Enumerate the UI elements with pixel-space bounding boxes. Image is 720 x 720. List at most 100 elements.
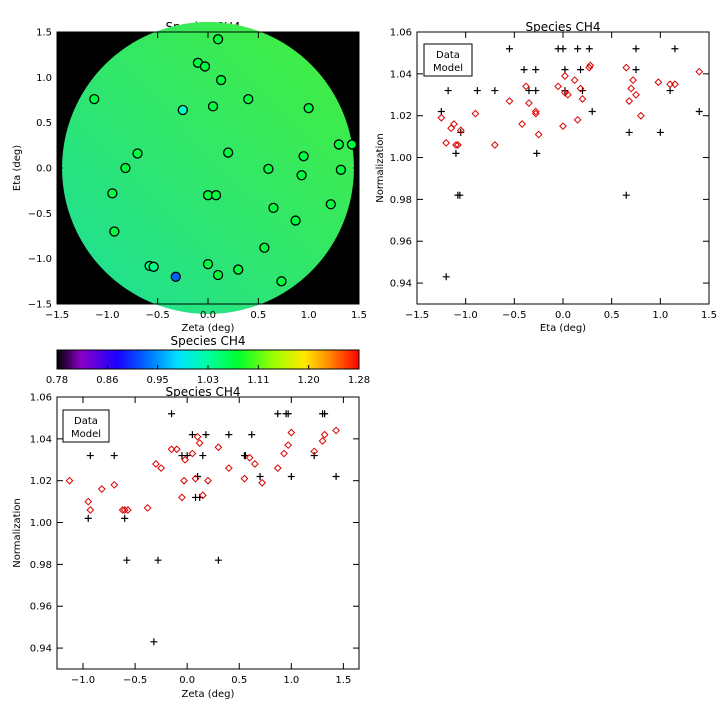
eta-scatter-model-point [534, 130, 543, 139]
zeta-scatter-model-point [188, 449, 197, 458]
eta-scatter-model-point [695, 67, 704, 76]
eta-scatter-model-point [531, 109, 540, 118]
sky-map-y-tick-label: 0.0 [36, 164, 52, 175]
zeta-scatter-y-tick-label: 1.02 [30, 476, 52, 487]
eta-scatter-model-point [525, 99, 533, 108]
eta-scatter-data-point [520, 66, 528, 74]
sky-map-source [170, 271, 181, 282]
zeta-scatter-data-point [214, 556, 222, 564]
sky-map-source [132, 148, 143, 159]
sky-map-source [109, 226, 120, 237]
zeta-scatter-model-point [224, 464, 233, 473]
sky-map-source [263, 163, 274, 175]
colorbar-title: Species CH4 [170, 334, 245, 348]
sky-map-source [107, 188, 118, 199]
zeta-scatter-model-point [280, 449, 288, 458]
eta-scatter-model-point [559, 122, 567, 131]
sky-map-y-tick-label: 1.5 [36, 28, 52, 39]
eta-scatter-x-tick-label: −1.0 [454, 310, 478, 321]
eta-scatter-model-point [437, 113, 446, 122]
zeta-scatter-data-point [199, 452, 207, 460]
sky-map-source [212, 269, 224, 281]
zeta-scatter-model-point [318, 437, 327, 445]
eta-scatter-model-point [586, 61, 595, 70]
eta-scatter-y-tick-label: 0.96 [390, 237, 412, 248]
eta-legend-model: Model [433, 63, 463, 74]
sky-map-x-tick-label: 0.0 [200, 310, 216, 321]
eta-scatter-y-label: Normalization [375, 133, 386, 203]
sky-map-x-tick-label: 1.0 [301, 310, 317, 321]
eta-scatter-model-point [561, 72, 569, 80]
sky-map-source [268, 202, 279, 214]
zeta-scatter-data-point [248, 431, 256, 439]
eta-scatter-points [437, 45, 704, 281]
eta-scatter-model-point [452, 141, 460, 149]
zeta-scatter-x-tick-label: 0.5 [231, 675, 247, 686]
sky-map-source [120, 162, 131, 174]
sky-map-x-tick-label: −0.5 [146, 310, 170, 321]
zeta-scatter-data-point [183, 452, 191, 460]
eta-scatter-panel: Species CH4 −1.5 −1.0 −0.5 0.0 0.5 1.0 1.5 0.94… [375, 20, 717, 334]
zeta-scatter-data-point [256, 473, 264, 481]
zeta-scatter-model-point [65, 476, 74, 485]
zeta-scatter-model-point [180, 476, 188, 485]
eta-scatter-model-point [570, 76, 579, 85]
eta-scatter-model-point [522, 82, 530, 91]
eta-scatter-model-point [576, 84, 585, 93]
eta-scatter-model-point [585, 63, 594, 72]
sky-map-source [303, 103, 314, 114]
zeta-scatter-model-point [195, 439, 204, 447]
zeta-scatter-axes: −1.0 −0.5 0.0 0.5 1.0 1.5 0.94 0.96 0.98 1.00 1.02… [30, 393, 359, 686]
eta-scatter-model-point [561, 88, 569, 97]
eta-scatter-axes: −1.5 −1.0 −0.5 0.0 0.5 1.0 1.5 0.94 0.96 0.98 1.00… [390, 28, 717, 322]
eta-scatter-data-point [695, 108, 703, 116]
eta-legend-box [423, 43, 473, 77]
zeta-scatter-x-tick-label: −0.5 [123, 675, 147, 686]
colorbar-tick-label: 0.95 [147, 375, 169, 386]
eta-scatter-model-point [563, 90, 572, 99]
sky-map-source [89, 93, 100, 105]
zeta-scatter-y-tick-label: 1.06 [30, 393, 52, 404]
sky-map-source [177, 104, 188, 116]
zeta-scatter-data-point [123, 556, 131, 564]
zeta-scatter-model-point [84, 497, 93, 506]
colorbar-panel: Species CH4 0.78 0.86 0.95 1.03 1.11 1.20 1.28 [46, 334, 370, 386]
sky-map-x-tick-label: −1.5 [45, 310, 69, 321]
eta-scatter-data-point [473, 87, 481, 95]
zeta-scatter-model-point [152, 460, 160, 468]
zeta-legend-model: Model [71, 429, 101, 440]
zeta-scatter-data-point [225, 431, 233, 439]
eta-scatter-model-point [622, 63, 631, 72]
zeta-scatter-data-point [202, 431, 210, 439]
zeta-scatter-data-point [154, 556, 162, 564]
eta-scatter-data-point [532, 66, 540, 74]
zeta-legend-box [62, 409, 110, 443]
zeta-scatter-model-point [118, 506, 127, 514]
zeta-scatter-data-point [241, 452, 249, 460]
zeta-scatter-model-point [332, 426, 340, 435]
eta-scatter-data-point [632, 66, 640, 74]
zeta-scatter-data-point [310, 452, 318, 460]
eta-scatter-model-point [531, 107, 540, 116]
eta-scatter-data-point [578, 87, 586, 95]
eta-scatter-data-point [452, 149, 460, 157]
zeta-scatter-data-point [321, 410, 329, 418]
sky-map-source [222, 147, 234, 158]
zeta-scatter-y-label: Normalization [12, 498, 23, 568]
zeta-scatter-model-point [120, 506, 129, 514]
zeta-legend-data: Data [74, 416, 98, 427]
sky-map-source [243, 93, 254, 105]
eta-scatter-model-point [442, 138, 451, 147]
zeta-scatter-y-tick-label: 0.96 [30, 602, 52, 613]
eta-scatter-data-point [625, 128, 633, 136]
colorbar-ticks: 0.78 0.86 0.95 1.03 1.11 1.20 1.28 [46, 365, 370, 386]
eta-scatter-data-point [561, 87, 569, 95]
sky-map-y-tick-label: 1.0 [36, 73, 52, 84]
eta-scatter-y-tick-label: 0.98 [390, 195, 412, 206]
eta-scatter-data-point [656, 128, 664, 136]
sky-map-source [207, 101, 219, 112]
eta-scatter-model-point [450, 120, 458, 128]
eta-scatter-data-point [457, 128, 465, 136]
eta-scatter-data-point [574, 45, 582, 53]
